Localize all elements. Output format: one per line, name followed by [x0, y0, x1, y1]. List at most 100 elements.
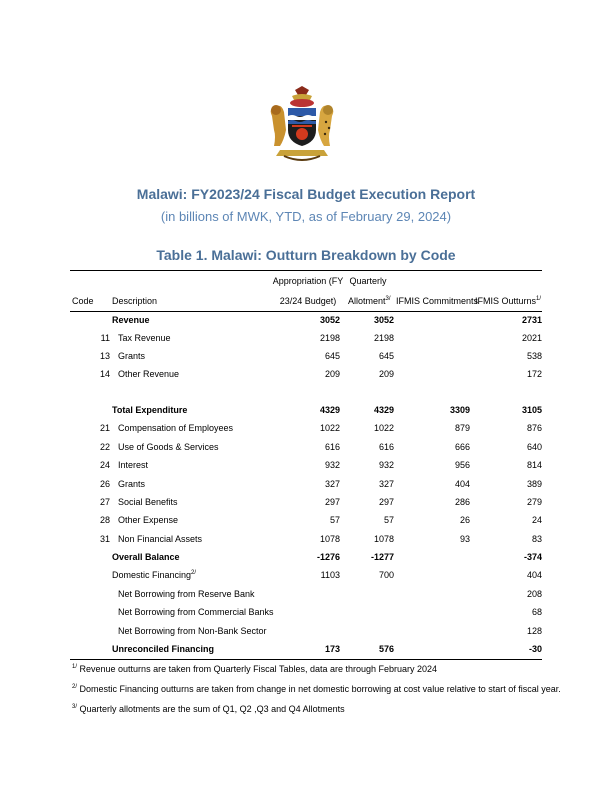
report-title: Malawi: FY2023/24 Fiscal Budget Executio… — [136, 186, 476, 202]
row-appropriation: 645 — [324, 351, 340, 361]
header-commitments: IFMIS Commitments — [396, 296, 479, 306]
row-allotment: 576 — [378, 644, 394, 654]
table-row: 26 Grants 327 327 404 389 — [70, 476, 542, 494]
row-outturns: 83 — [531, 534, 542, 544]
allotment-footnote-mark: 3/ — [385, 296, 391, 302]
table-row: 24 Interest 932 932 956 814 — [70, 457, 542, 475]
row-description: Tax Revenue — [118, 333, 171, 343]
row-commitments: 879 — [454, 423, 470, 433]
row-description: Use of Goods & Services — [118, 442, 219, 452]
row-outturns: -30 — [528, 644, 542, 654]
row-description: Revenue — [112, 315, 150, 325]
row-allotment: 297 — [378, 497, 394, 507]
row-description: Social Benefits — [118, 497, 178, 507]
row-code: 26 — [99, 479, 110, 489]
row-description: Compensation of Employees — [118, 423, 234, 433]
row-commitments: 666 — [454, 442, 470, 452]
row-appropriation: 1103 — [320, 570, 340, 580]
row-appropriation: 209 — [324, 369, 340, 379]
row-appropriation: 1078 — [319, 534, 340, 544]
table-row: 27 Social Benefits 297 297 286 279 — [70, 494, 542, 512]
table-row: Net Borrowing from Commercial Banks 68 — [70, 604, 542, 622]
row-description: Net Borrowing from Non-Bank Sector — [118, 626, 267, 636]
row-code: 11 — [100, 333, 110, 343]
row-outturns: 640 — [526, 442, 542, 452]
row-description: Other Revenue — [118, 369, 180, 379]
row-description: Other Expense — [118, 515, 179, 525]
row-appropriation: 57 — [329, 515, 340, 525]
row-description: Grants — [118, 479, 146, 489]
row-appropriation: 173 — [324, 644, 340, 654]
malawi-coat-of-arms-emblem — [270, 86, 334, 161]
row-allotment: 645 — [378, 351, 394, 361]
table-header-rule — [70, 311, 542, 312]
row-appropriation: 932 — [324, 460, 340, 470]
row-outturns: 389 — [526, 479, 542, 489]
table-row: 31 Non Financial Assets 1078 1078 93 83 — [70, 531, 542, 549]
row-commitments: 93 — [459, 534, 470, 544]
row-description: Grants — [118, 351, 146, 361]
row-outturns: 2731 — [521, 315, 542, 325]
row-description: Domestic Financing2/ — [112, 570, 197, 580]
row-appropriation: 616 — [324, 442, 340, 452]
table-row: Total Expenditure 4329 4329 3309 3105 — [70, 402, 542, 420]
row-allotment: -1277 — [370, 552, 394, 562]
row-allotment: 700 — [378, 570, 394, 580]
row-outturns: 876 — [526, 423, 542, 433]
table-row: 28 Other Expense 57 57 26 24 — [70, 512, 542, 530]
row-description: Net Borrowing from Commercial Banks — [118, 607, 274, 617]
row-appropriation: 3052 — [319, 315, 340, 325]
row-appropriation: 2198 — [319, 333, 340, 343]
row-code: 27 — [99, 497, 110, 507]
row-code: 14 — [99, 369, 110, 379]
header-code: Code — [72, 296, 94, 306]
row-outturns: 3105 — [521, 405, 542, 415]
header-allotment-line2: Allotment3/ — [348, 296, 391, 306]
row-appropriation: 327 — [324, 479, 340, 489]
row-commitments: 286 — [454, 497, 470, 507]
row-allotment: 2198 — [373, 333, 394, 343]
row-code: 31 — [99, 534, 110, 544]
footnote: 1/ Revenue outturns are taken from Quart… — [72, 664, 437, 674]
row-outturns: 2021 — [521, 333, 542, 343]
header-appropriation-line2: 23/24 Budget) — [279, 296, 337, 306]
footnote-text: Domestic Financing outturns are taken fr… — [77, 684, 561, 694]
row-commitments: 404 — [454, 479, 470, 489]
row-outturns: 538 — [526, 351, 542, 361]
row-allotment: 3052 — [373, 315, 394, 325]
table-row: 22 Use of Goods & Services 616 616 666 640 — [70, 439, 542, 457]
row-code: 13 — [99, 351, 110, 361]
table-bottom-rule — [70, 659, 542, 660]
table-row: 21 Compensation of Employees 1022 1022 879 87… — [70, 420, 542, 438]
row-commitments: 26 — [459, 515, 470, 525]
table-title: Table 1. Malawi: Outturn Breakdown by Co… — [156, 247, 456, 263]
row-outturns: 814 — [526, 460, 542, 470]
row-outturns: 172 — [526, 369, 542, 379]
outturns-footnote-mark: 1/ — [536, 296, 542, 302]
row-allotment: 616 — [378, 442, 394, 452]
table-row: Revenue 3052 3052 2731 — [70, 312, 542, 330]
header-appropriation-line1: Appropriation (FY — [272, 276, 344, 286]
row-appropriation: 4329 — [319, 405, 340, 415]
table-top-rule — [70, 270, 542, 271]
row-description: Interest — [118, 460, 149, 470]
row-allotment: 327 — [378, 479, 394, 489]
footnote-text: Revenue outturns are taken from Quarterl… — [77, 664, 438, 674]
row-description: Non Financial Assets — [118, 534, 203, 544]
footnote-mark: 3/ — [72, 704, 78, 710]
row-appropriation: 1022 — [319, 423, 340, 433]
row-appropriation: -1276 — [316, 552, 340, 562]
row-outturns: 279 — [526, 497, 542, 507]
header-outturns: IFMIS Outturns1/ — [475, 296, 542, 306]
table-row: Net Borrowing from Reserve Bank 208 — [70, 586, 542, 604]
table-row: 13 Grants 645 645 538 — [70, 348, 542, 366]
row-commitments: 956 — [454, 460, 470, 470]
row-allotment: 932 — [378, 460, 394, 470]
row-description: Total Expenditure — [112, 405, 188, 415]
table-row: Domestic Financing2/1103 700 404 — [70, 567, 542, 585]
report-subtitle: (in billions of MWK, YTD, as of February… — [160, 209, 452, 224]
table-row: Net Borrowing from Non-Bank Sector 128 — [70, 623, 542, 641]
row-description: Unreconciled Financing — [112, 644, 215, 654]
header-description: Description — [112, 296, 158, 306]
row-outturns: 68 — [531, 607, 542, 617]
